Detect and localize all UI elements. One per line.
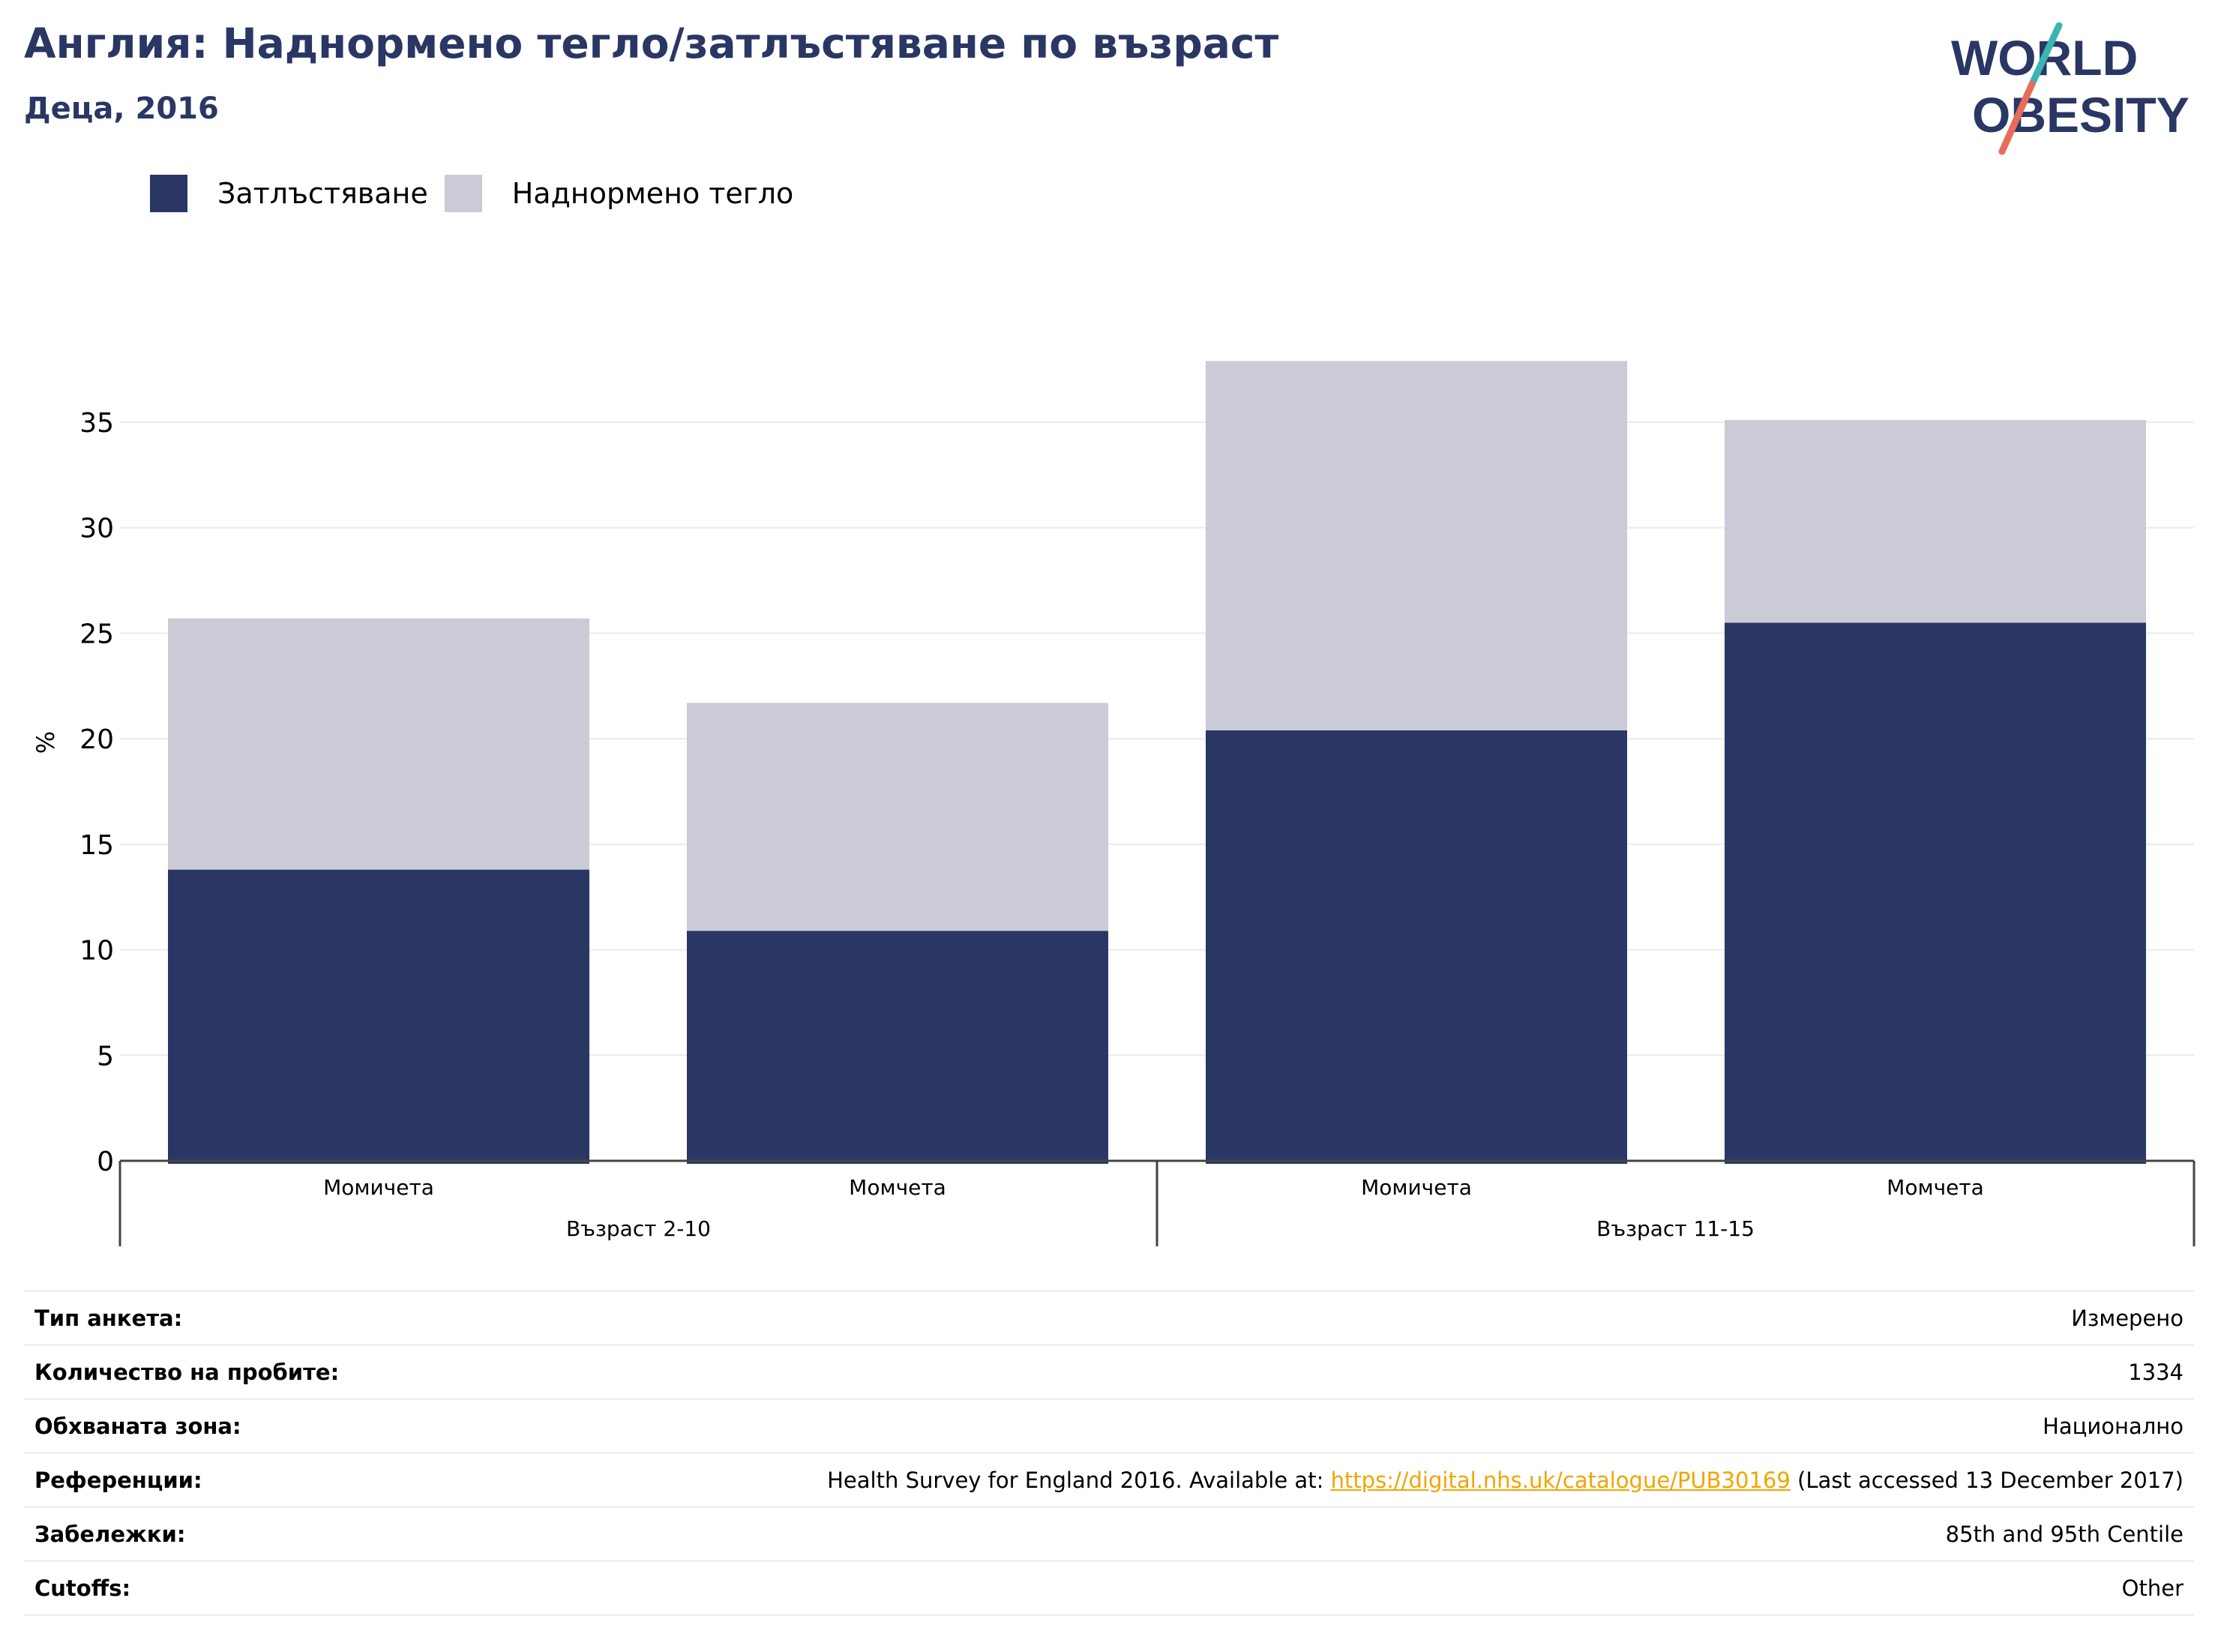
- info-label: Референции:: [34, 1467, 202, 1493]
- x-tick-label: Момичета: [323, 1175, 434, 1200]
- reference-accessed: (Last accessed 13 December 2017): [1790, 1467, 2184, 1493]
- info-value: Health Survey for England 2016. Availabl…: [439, 1453, 2194, 1507]
- chart-subtitle: Деца, 2016: [24, 91, 219, 126]
- info-row-references: Референции: Health Survey for England 20…: [24, 1453, 2194, 1507]
- info-value: Национално: [2043, 1413, 2184, 1439]
- bar-obesity: [168, 869, 589, 1164]
- info-value: Измерено: [2071, 1305, 2184, 1331]
- legend-item-overweight: Наднормено тегло: [444, 175, 811, 212]
- y-tick-label: 0: [97, 1147, 114, 1177]
- legend-label-overweight: Наднормено тегло: [511, 177, 794, 210]
- legend-label-obesity: Затлъстяване: [217, 177, 428, 210]
- bars: [168, 361, 2146, 1164]
- legend-swatch-obesity: [150, 175, 187, 212]
- info-label: Обхваната зона:: [34, 1413, 241, 1439]
- bar-overweight: [168, 618, 589, 870]
- y-tick-label: 15: [79, 830, 114, 861]
- group-label: Възраст 11-15: [1596, 1216, 1755, 1241]
- y-tick-label: 35: [79, 408, 114, 439]
- legend-swatch-overweight: [444, 175, 482, 212]
- bar-obesity: [1206, 730, 1627, 1164]
- info-label: Тип анкета:: [34, 1305, 183, 1331]
- info-row-area: Обхваната зона: Национално: [24, 1399, 2194, 1453]
- info-label: Забележки:: [34, 1521, 186, 1547]
- info-label: Количество на пробите:: [34, 1359, 340, 1385]
- reference-link[interactable]: https://digital.nhs.uk/catalogue/PUB3016…: [1330, 1467, 1791, 1493]
- info-value: 85th and 95th Centile: [1945, 1521, 2184, 1547]
- info-row-sample-size: Количество на пробите: 1334: [24, 1345, 2194, 1399]
- x-tick-label: Момчета: [849, 1175, 946, 1200]
- y-tick-label: 30: [79, 514, 114, 544]
- info-row-cutoffs: Cutoffs: Other: [24, 1561, 2194, 1615]
- axes: 0 5 10 15 20 25 30 35 Момичета Момчета Момичета Мом…: [79, 408, 2196, 1246]
- y-tick-label: 20: [79, 724, 114, 755]
- info-label: Cutoffs:: [34, 1575, 131, 1601]
- x-tick-label: Момчета: [1887, 1175, 1984, 1200]
- y-tick-label: 5: [97, 1041, 114, 1072]
- bar-overweight: [1206, 361, 1627, 730]
- chart-title: Англия: Наднормено тегло/затлъстяване по…: [24, 19, 1279, 67]
- x-tick-label: Момичета: [1361, 1175, 1472, 1200]
- logo-slash-bottom: [1998, 80, 2036, 155]
- chart-legend: Затлъстяване Наднормено тегло: [150, 172, 810, 214]
- y-tick-label: 10: [79, 936, 114, 967]
- survey-info-table: Тип анкета: Измерено Количество на проби…: [24, 1290, 2194, 1616]
- bar-obesity: [1725, 622, 2146, 1164]
- legend-item-obesity: Затлъстяване: [150, 175, 445, 212]
- bar-obesity: [687, 931, 1108, 1164]
- bar-overweight: [687, 703, 1108, 931]
- info-value: 1334: [2128, 1359, 2184, 1385]
- info-value: Other: [2121, 1575, 2184, 1601]
- world-obesity-logo: WORLD OBESITY: [1951, 22, 2190, 155]
- y-axis-label: %: [31, 731, 60, 754]
- info-row-notes: Забележки: 85th and 95th Centile: [24, 1507, 2194, 1561]
- info-row-survey-type: Тип анкета: Измерено: [24, 1291, 2194, 1345]
- y-tick-label: 25: [79, 619, 114, 649]
- group-label: Възраст 2-10: [566, 1216, 711, 1241]
- bar-overweight: [1725, 420, 2146, 623]
- logo-slash-top: [2028, 22, 2063, 88]
- bar-chart: 0 5 10 15 20 25 30 35 Момичета Момчета Момичета Мом…: [31, 361, 2196, 1246]
- reference-text: Health Survey for England 2016. Availabl…: [827, 1467, 1331, 1493]
